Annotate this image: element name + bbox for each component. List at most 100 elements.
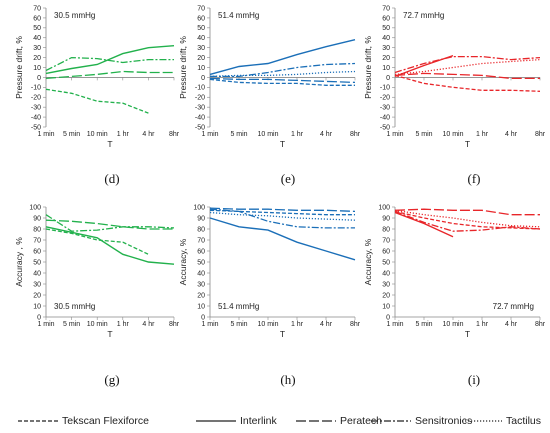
series-line-tekscan-flexiforce <box>394 74 541 92</box>
series-line-interlink <box>209 217 356 261</box>
y-tick-label: -50 <box>380 124 390 131</box>
y-tick-label: 0 <box>37 75 41 82</box>
x-tick-label: 4 hr <box>320 131 333 138</box>
y-tick-label: 60 <box>197 248 205 255</box>
y-tick-label: 20 <box>197 55 205 62</box>
chart-panel-d: -50 -40 -30 -20 -10 0 10 20 30 40 50 60 70 1 min 5 min… <box>14 5 180 186</box>
legend-entry-label: Tactilus <box>506 415 541 427</box>
y-tick-label: 20 <box>197 292 205 299</box>
x-tick-label: 10 min <box>442 321 463 328</box>
series-line-sensitronics <box>209 208 355 229</box>
y-tick-label: 0 <box>386 314 390 321</box>
y-tick-label: -40 <box>31 114 41 121</box>
x-tick-label: 1 min <box>386 321 403 328</box>
x-tick-label: 5 min <box>230 131 247 138</box>
y-tick-label: -50 <box>195 124 205 131</box>
legend-entry-label: Interlink <box>240 415 278 427</box>
y-tick-label: -40 <box>195 114 205 121</box>
y-tick-label: 70 <box>382 5 390 12</box>
legend-entry-label: Peratech <box>340 415 382 427</box>
panel-label: (e) <box>281 171 295 186</box>
y-tick-label: 70 <box>382 237 390 244</box>
x-tick-label: 5 min <box>415 131 432 138</box>
y-tick-label: 60 <box>33 15 41 22</box>
y-tick-label: 90 <box>382 215 390 222</box>
series-line-sensitronics <box>394 210 541 232</box>
x-axis-title: T <box>465 329 470 339</box>
series-line-sensitronics <box>45 214 175 232</box>
series-line-peratech <box>209 207 356 213</box>
y-tick-label: 0 <box>37 314 41 321</box>
y-tick-label: 40 <box>197 270 205 277</box>
series-line-sensitronics <box>394 55 541 74</box>
x-tick-label: 1 hr <box>117 131 130 138</box>
y-tick-label: 80 <box>382 226 390 233</box>
y-axis-title: Accuracy , % <box>14 237 24 287</box>
y-axis-title: Accuracy, % <box>363 238 373 285</box>
x-tick-label: 5 min <box>230 321 247 328</box>
y-tick-label: 50 <box>33 259 41 266</box>
y-tick-label: 0 <box>201 75 205 82</box>
series-line-interlink <box>45 45 175 75</box>
chart-panel-g: 0 10 20 30 40 50 60 70 80 90 100 1 min 5 min 10 min 1 … <box>14 204 180 387</box>
y-tick-label: 40 <box>197 35 205 42</box>
series-line-tekscan-flexiforce <box>45 228 149 255</box>
series-line-tactilus <box>209 70 356 78</box>
y-tick-label: 60 <box>197 15 205 22</box>
series-line-interlink <box>45 226 175 265</box>
y-tick-label: 30 <box>382 281 390 288</box>
pressure-annotation: 30.5 mmHg <box>54 11 95 20</box>
pressure-annotation: 51.4 mmHg <box>218 11 259 20</box>
x-tick-label: 1 hr <box>117 321 130 328</box>
y-tick-label: 70 <box>33 5 41 12</box>
y-tick-label: -20 <box>380 95 390 102</box>
chart-panel-e: -50 -40 -30 -20 -10 0 10 20 30 40 50 60 70 1 min 5 min… <box>178 5 361 186</box>
y-tick-label: 60 <box>382 15 390 22</box>
series-line-tactilus <box>209 211 356 221</box>
x-tick-label: 10 min <box>87 321 108 328</box>
series-line-sensitronics <box>210 62 356 78</box>
x-tick-label: 8hr <box>350 321 361 328</box>
series-line-peratech <box>394 72 540 80</box>
x-tick-label: 1 min <box>386 131 403 138</box>
pressure-annotation: 51.4 mmHg <box>218 302 259 311</box>
pressure-annotation: 30.5 mmHg <box>54 302 95 311</box>
chart-panel-h: 0 10 20 30 40 50 60 70 80 90 100 1 min 5 min 10 min 1 … <box>178 204 361 387</box>
y-tick-label: 60 <box>382 248 390 255</box>
y-tick-label: -40 <box>380 114 390 121</box>
y-tick-label: 50 <box>197 259 205 266</box>
x-tick-label: 4 hr <box>142 131 155 138</box>
y-tick-label: 70 <box>33 237 41 244</box>
series-line-peratech <box>394 208 540 216</box>
series-line-sensitronics <box>45 56 174 72</box>
y-tick-label: 30 <box>197 45 205 52</box>
x-axis-title: T <box>280 329 285 339</box>
x-tick-label: 1 hr <box>476 321 489 328</box>
y-tick-label: 10 <box>382 303 390 310</box>
x-tick-label: 4 hr <box>505 131 518 138</box>
y-tick-label: 30 <box>33 45 41 52</box>
x-tick-label: 1 hr <box>291 131 304 138</box>
y-tick-label: 20 <box>33 55 41 62</box>
x-tick-label: 5 min <box>63 321 80 328</box>
y-tick-label: -10 <box>31 85 41 92</box>
series-line-peratech <box>45 219 174 230</box>
y-axis-title: Pressure drift, % <box>363 36 373 99</box>
y-tick-label: -50 <box>31 124 41 131</box>
y-tick-label: 90 <box>197 215 205 222</box>
y-tick-label: 100 <box>29 204 41 211</box>
chart-panel-i: 0 10 20 30 40 50 60 70 80 90 100 1 min 5 min 10 min 1 … <box>363 204 546 387</box>
y-tick-label: -30 <box>380 105 390 112</box>
y-tick-label: -10 <box>380 85 390 92</box>
y-tick-label: 90 <box>33 215 41 222</box>
series-line-tekscan-flexiforce <box>394 210 541 230</box>
y-tick-label: 40 <box>382 35 390 42</box>
x-tick-label: 1 min <box>201 321 218 328</box>
y-tick-label: 40 <box>33 270 41 277</box>
panel-label: (f) <box>468 171 481 186</box>
x-tick-label: 5 min <box>63 131 80 138</box>
y-tick-label: 10 <box>197 303 205 310</box>
y-tick-label: -20 <box>31 95 41 102</box>
series-line-tekscan-flexiforce <box>45 88 149 114</box>
y-tick-label: 50 <box>382 259 390 266</box>
